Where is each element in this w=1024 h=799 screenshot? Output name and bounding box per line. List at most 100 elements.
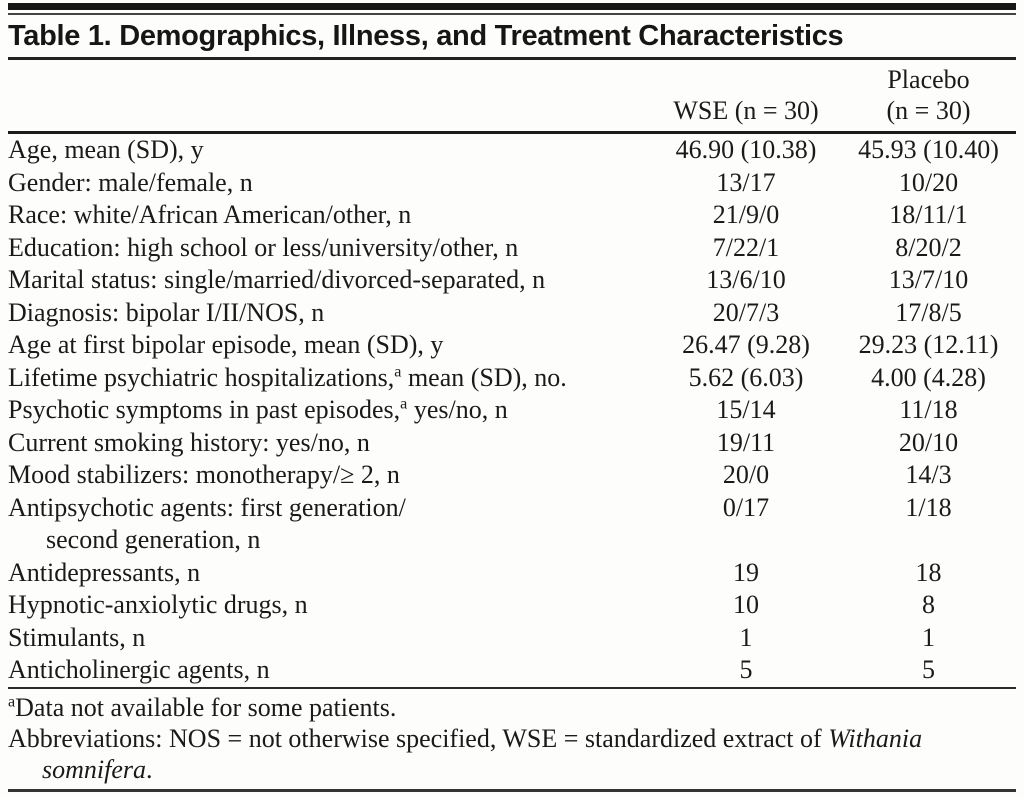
row-label: Mood stabilizers: monotherapy/≥ 2, n (8, 459, 651, 492)
wse-value: 15/14 (716, 395, 776, 424)
row-label-text: Age at first bipolar episode, mean (SD),… (8, 330, 444, 359)
header-placebo-label: Placebo (887, 65, 970, 94)
wse-value: 0/17 (722, 492, 770, 522)
wse-value: 20/7/3 (712, 297, 780, 327)
footnote-marker-a: a (400, 395, 408, 413)
wse-value: 7/22/1 (712, 232, 780, 262)
footnote-data-availability: aData not available for some patients. (8, 692, 1016, 723)
row-label-text: Diagnosis: bipolar I/II/NOS, n (8, 297, 325, 327)
row-label: Lifetime psychiatric hospitalizations,a … (8, 362, 651, 395)
row-label: Antipsychotic agents: first generation/s… (8, 492, 651, 557)
table-row: Psychotic symptoms in past episodes,a ye… (8, 394, 1016, 427)
row-label-text-end: yes/no, n (407, 395, 508, 424)
placebo-value: 8 (922, 590, 935, 619)
row-label-text: Education: high school or less/universit… (8, 232, 519, 262)
table-row: Mood stabilizers: monotherapy/≥ 2, n 20/… (8, 459, 1016, 492)
footnote-text-end: . (146, 754, 153, 784)
table-row: Diagnosis: bipolar I/II/NOS, n 20/7/3 17… (8, 297, 1016, 330)
table-row: Antidepressants, n 19 18 (8, 557, 1016, 590)
header-placebo: Placebo (n = 30) (841, 60, 1016, 134)
row-label-text: Antipsychotic agents: first generation/ (8, 492, 406, 522)
table-row: Stimulants, n 1 1 (8, 622, 1016, 655)
row-label-text: Lifetime psychiatric hospitalizations, (8, 362, 395, 392)
demographics-table: WSE (n = 30) Placebo (n = 30) Age, mean … (8, 60, 1016, 687)
footnote-marker-a: a (8, 692, 16, 710)
footnote-abbreviations: Abbreviations: NOS = not otherwise speci… (8, 723, 1016, 785)
row-label-text: Marital status: single/married/divorced-… (8, 265, 546, 294)
placebo-value: 18/11/1 (889, 200, 968, 229)
footnote-text: Abbreviations: NOS = not otherwise speci… (8, 723, 829, 753)
table-title: Table 1. Demographics, Illness, and Trea… (8, 20, 844, 52)
row-label: Hypnotic-anxiolytic drugs, n (8, 589, 651, 622)
top-thin-rule (8, 13, 1016, 15)
table-row: Lifetime psychiatric hospitalizations,a … (8, 362, 1016, 395)
table-row: Marital status: single/married/divorced-… (8, 264, 1016, 297)
row-label: Race: white/African American/other, n (8, 199, 651, 232)
placebo-value: 1 (922, 622, 935, 652)
row-label-text: Age, mean (SD), y (8, 135, 204, 164)
row-label: Anticholinergic agents, n (8, 654, 651, 687)
placebo-value: 20/10 (898, 427, 959, 457)
footnote-marker-a: a (394, 362, 402, 380)
placebo-value: 14/3 (905, 460, 952, 489)
row-label-text: Current smoking history: yes/no, n (8, 427, 370, 457)
row-label-text: Gender: male/female, n (8, 167, 253, 197)
row-label: Gender: male/female, n (8, 167, 651, 200)
placebo-value: 18 (915, 557, 942, 587)
table-row: Age, mean (SD), y 46.90 (10.38) 45.93 (1… (8, 133, 1016, 167)
header-row: WSE (n = 30) Placebo (n = 30) (8, 60, 1016, 134)
placebo-value: 17/8/5 (895, 297, 962, 327)
placebo-value: 11/18 (899, 395, 958, 424)
row-label: Psychotic symptoms in past episodes,a ye… (8, 394, 651, 427)
table-row: Hypnotic-anxiolytic drugs, n 10 8 (8, 589, 1016, 622)
row-label-text-end: mean (SD), no. (401, 362, 567, 392)
bottom-rule (8, 788, 1016, 792)
row-label: Diagnosis: bipolar I/II/NOS, n (8, 297, 651, 330)
row-label-text: Race: white/African American/other, n (8, 200, 412, 229)
header-wse: WSE (n = 30) (651, 60, 841, 134)
row-label-text: Hypnotic-anxiolytic drugs, n (8, 590, 308, 619)
footnote-divider-rule (8, 686, 1016, 689)
wse-value: 1 (739, 622, 753, 652)
row-label: Age at first bipolar episode, mean (SD),… (8, 329, 651, 362)
table-row: Current smoking history: yes/no, n 19/11… (8, 427, 1016, 460)
wse-value: 19 (733, 557, 759, 587)
title-divider-rule (8, 57, 1016, 60)
table-row: Anticholinergic agents, n 5 5 (8, 654, 1016, 687)
footnote-text: Data not available for some patients. (15, 692, 397, 722)
header-placebo-n: (n = 30) (886, 96, 971, 125)
row-label: Stimulants, n (8, 622, 651, 655)
placebo-value: 4.00 (4.28) (871, 362, 986, 392)
placebo-value: 29.23 (12.11) (858, 330, 999, 359)
row-label-text: Anticholinergic agents, n (8, 655, 270, 684)
table-row: Gender: male/female, n 13/17 10/20 (8, 167, 1016, 200)
table-row: Age at first bipolar episode, mean (SD),… (8, 329, 1016, 362)
placebo-value: 8/20/2 (895, 232, 962, 262)
wse-value: 26.47 (9.28) (682, 330, 810, 359)
placebo-value: 10/20 (898, 167, 959, 197)
placebo-value: 1/18 (905, 492, 952, 522)
row-label-text: Stimulants, n (8, 622, 146, 652)
row-label: Marital status: single/married/divorced-… (8, 264, 651, 297)
wse-value: 5 (739, 655, 753, 684)
header-empty-cell (8, 60, 651, 134)
table-row: Education: high school or less/universit… (8, 232, 1016, 265)
row-label: Age, mean (SD), y (8, 133, 651, 167)
row-label-text: Antidepressants, n (8, 557, 201, 587)
placebo-value: 5 (922, 655, 935, 684)
placebo-value: 13/7/10 (888, 265, 969, 294)
header-wse-label: WSE (n = 30) (673, 96, 819, 125)
row-label: Current smoking history: yes/no, n (8, 427, 651, 460)
footnotes-block: aData not available for some patients. A… (8, 689, 1016, 787)
wse-value: 20/0 (722, 460, 770, 489)
wse-value: 13/6/10 (706, 265, 786, 294)
table-row: Antipsychotic agents: first generation/s… (8, 492, 1016, 557)
row-label: Education: high school or less/universit… (8, 232, 651, 265)
wse-value: 19/11 (716, 427, 776, 457)
wse-value: 46.90 (10.38) (675, 135, 817, 164)
wse-value: 21/9/0 (712, 200, 780, 229)
top-thick-rule (8, 3, 1016, 10)
wse-value: 5.62 (6.03) (688, 362, 804, 392)
wse-value: 13/17 (716, 167, 776, 197)
